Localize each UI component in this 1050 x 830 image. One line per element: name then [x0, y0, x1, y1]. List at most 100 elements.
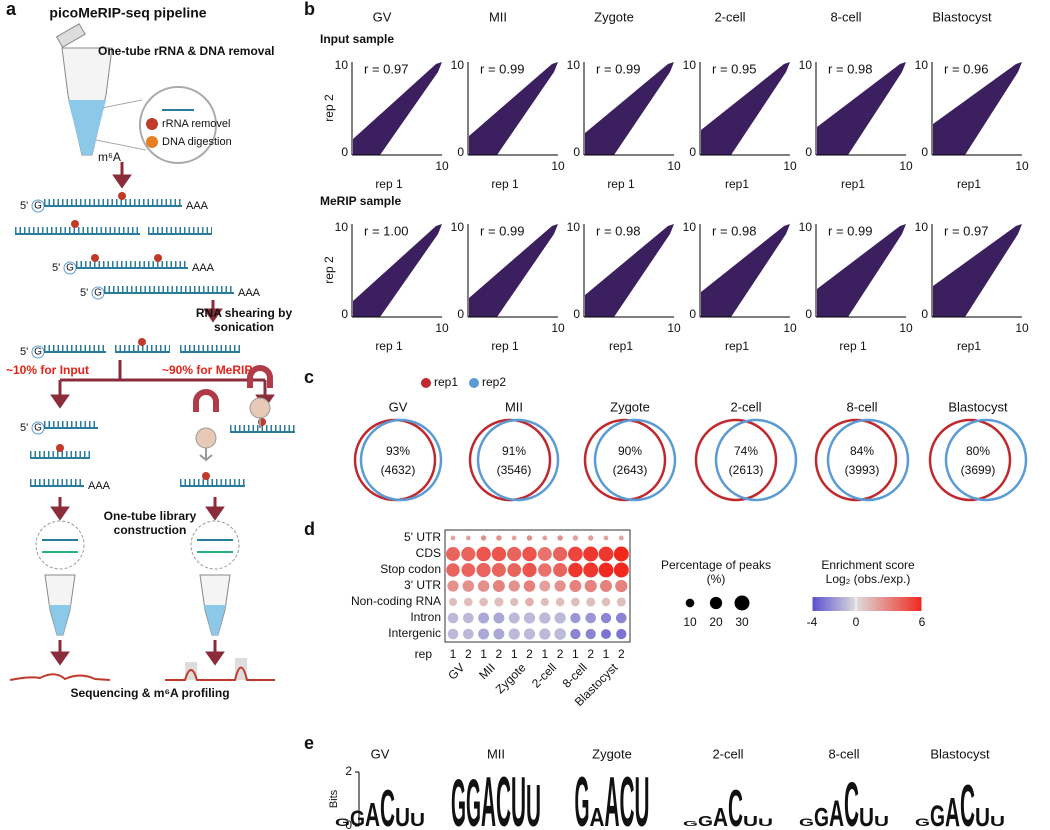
dot: [522, 546, 537, 562]
tick-label: 0: [573, 307, 580, 321]
tick-label: 10: [335, 58, 349, 72]
stage-label: 8-cell: [830, 9, 861, 24]
tick-label: 0: [457, 145, 464, 159]
dot: [603, 535, 609, 541]
overlap-count: (2643): [613, 463, 648, 477]
dot: [462, 612, 474, 624]
rep-number: 1: [511, 647, 518, 661]
venn-rep2: [476, 418, 560, 502]
logo-letter: A: [365, 796, 380, 830]
tick-label: 10: [783, 321, 797, 335]
correlation: r = 0.98: [596, 223, 640, 238]
dot: [600, 580, 612, 592]
stage-label: 2-cell: [712, 746, 743, 761]
poly-a: AAA: [238, 287, 261, 299]
m6a-site: [71, 220, 79, 228]
correlation: r = 0.99: [480, 223, 524, 238]
scatter-density: [817, 224, 906, 317]
dot: [523, 612, 536, 624]
dot: [587, 535, 594, 541]
legend-title: Percentage of peaks: [661, 558, 771, 572]
x-axis-label: rep1: [725, 177, 749, 191]
overlap-percent: 90%: [618, 444, 642, 458]
x-axis-label: rep 1: [839, 339, 867, 353]
y-tick-label: 0: [345, 818, 352, 830]
panel-title: picoMeRIP-seq pipeline: [49, 5, 206, 21]
label: rRNA removel: [162, 118, 230, 130]
logo-letter: U: [990, 813, 1005, 829]
scatter-density: [933, 224, 1022, 317]
dot: [508, 628, 520, 640]
stage-label: Zygote: [592, 746, 632, 761]
dot: [539, 628, 551, 640]
stage-label: 8-cell: [828, 746, 859, 761]
poly-a: AAA: [192, 262, 215, 274]
tick-label: 0: [921, 307, 928, 321]
logo-letter: C: [620, 763, 635, 830]
y-axis-label: Bits: [328, 789, 340, 808]
x-axis-label: rep1: [957, 177, 981, 191]
x-axis-label: rep 1: [491, 177, 519, 191]
dot: [461, 563, 476, 577]
tick-label: 10: [567, 220, 581, 234]
m6a-site: [154, 254, 162, 262]
step-label: One-tube library: [104, 509, 197, 523]
y-tick-label: 2: [345, 764, 352, 778]
dot: [447, 628, 459, 640]
tube-icon: [55, 23, 217, 164]
venn-rep1: [928, 418, 1012, 502]
dot: [555, 597, 565, 607]
venn-rep1: [814, 418, 898, 502]
dot: [615, 579, 628, 593]
rep-number: 2: [465, 647, 472, 661]
dot: [511, 535, 517, 541]
rep-number: 1: [572, 647, 579, 661]
dot: [476, 546, 491, 562]
panel-letter: c: [304, 367, 314, 387]
overlap-percent: 91%: [502, 444, 526, 458]
m6a-site: [138, 338, 146, 346]
overlap-count: (4632): [381, 463, 416, 477]
logo-letter: C: [844, 770, 859, 830]
logo-letter: G: [915, 816, 930, 829]
magnet-icons: [193, 365, 273, 462]
dot: [450, 535, 456, 541]
stage-label: 2-cell: [730, 399, 761, 414]
dot: [553, 563, 568, 577]
dot: [525, 597, 534, 607]
cap-label: G: [34, 423, 42, 434]
stage-label: GV: [389, 399, 408, 414]
overlap-percent: 93%: [386, 444, 410, 458]
row-title: MeRIP sample: [320, 194, 401, 208]
logo-letter: A: [829, 793, 844, 830]
dot: [480, 535, 487, 541]
dot: [446, 547, 460, 561]
panel-c: c rep1 rep2 GV 93% (4632) MII 91% (3546) Zygote 9…: [304, 367, 1028, 502]
overlap-count: (2613): [729, 463, 764, 477]
cap-label: G: [94, 288, 102, 299]
dot: [462, 580, 475, 592]
venn-rep1: [468, 418, 552, 502]
dot: [539, 580, 551, 592]
m6a-site: [91, 254, 99, 262]
tick-label: 10: [915, 220, 929, 234]
stage-label: Blastocyst: [932, 9, 992, 24]
tick-label: 0: [341, 145, 348, 159]
dot: [526, 535, 533, 541]
logo-letter: G: [451, 765, 466, 830]
tick-label: 0: [573, 145, 580, 159]
color-scale: [812, 597, 922, 611]
split-label: ~10% for Input: [6, 363, 89, 377]
dot: [493, 612, 505, 624]
dot: [613, 562, 629, 578]
panel-letter: b: [304, 0, 315, 19]
legend-dot: [421, 378, 431, 388]
label: DNA digestion: [162, 136, 232, 148]
step-label: RNA shearing by: [196, 306, 293, 320]
x-axis-label: rep 1: [375, 339, 403, 353]
correlation: r = 0.96: [944, 61, 988, 76]
cap-label: G: [34, 201, 42, 212]
tick-label: 10: [799, 58, 813, 72]
split-label: ~90% for MeRIP: [162, 363, 252, 377]
stage-label: Blastocyst: [930, 746, 990, 761]
